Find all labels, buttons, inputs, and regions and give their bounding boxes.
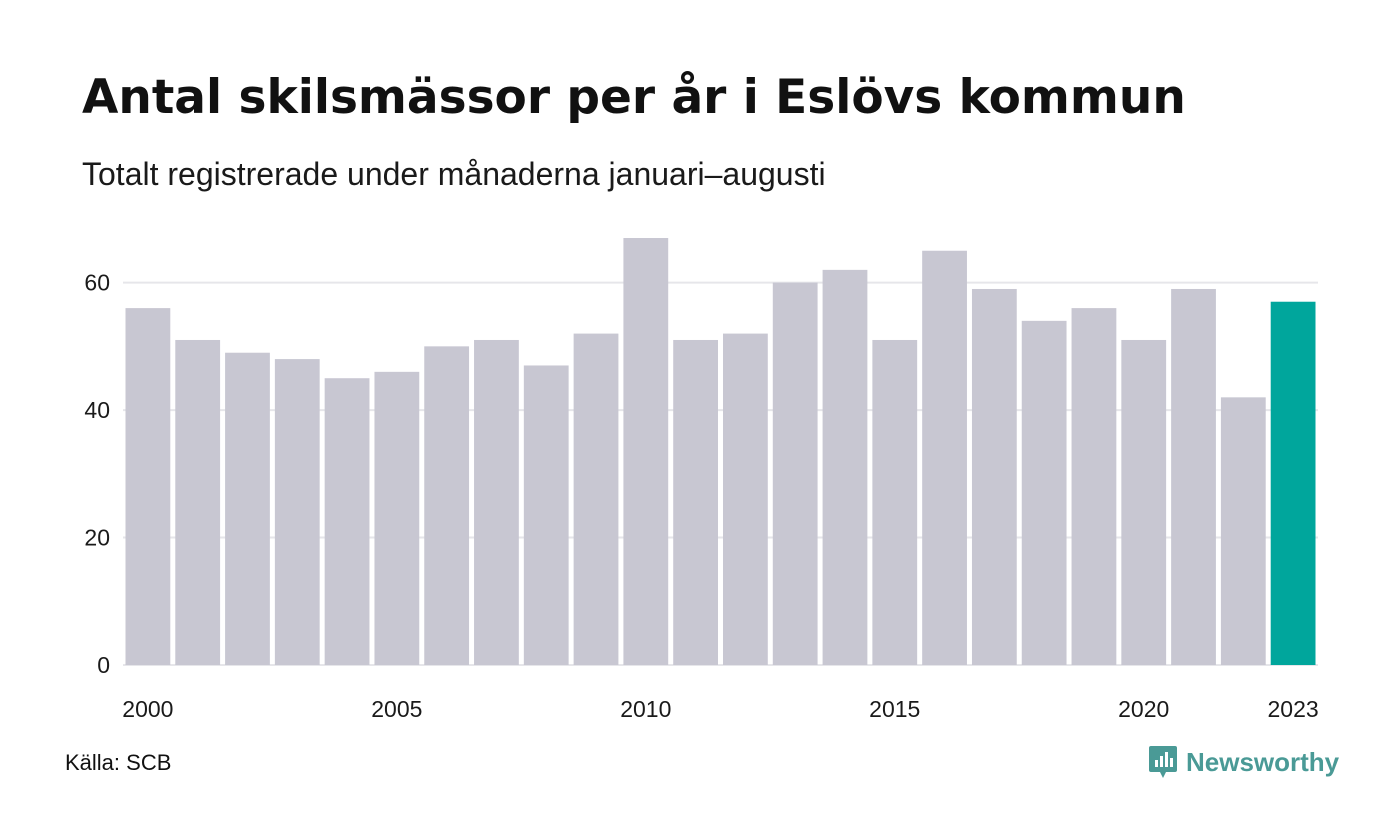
bar-2023 [1270,301,1316,665]
bar-2002 [225,352,270,665]
bar-2019 [1071,308,1117,665]
bar-2013 [772,282,818,665]
x-tick-label: 2005 [371,696,422,722]
source-note: Källa: SCB [65,750,172,775]
chart-subtitle: Totalt registrerade under månaderna janu… [82,156,826,192]
gridlines [123,281,1318,666]
bar-2021 [1171,288,1216,665]
x-tick-label: 2000 [122,696,173,722]
bar-2010 [623,238,669,665]
bar-2020 [1121,339,1167,665]
chart-title: Antal skilsmässor per år i Eslövs kommun [82,70,1186,125]
newsworthy-logo-text: Newsworthy [1186,746,1340,777]
bars [125,238,1316,665]
bar-2005 [374,371,420,665]
bar-2004 [324,378,370,665]
bar-2016 [922,250,967,665]
y-axis-ticks: 0 20 40 60 [84,270,110,678]
y-tick-label: 60 [84,270,110,296]
bar-2007 [474,339,519,665]
bar-2009 [573,333,619,665]
bar-2008 [523,365,569,665]
bar-2017 [971,288,1017,665]
newsworthy-logo-icon [1149,746,1177,778]
bar-2001 [175,339,221,665]
bar-2022 [1220,397,1266,665]
y-tick-label: 20 [84,525,110,551]
y-tick-label: 0 [97,652,110,678]
x-tick-label: 2010 [620,696,671,722]
bar-chart: 0 20 40 60 2000 2005 2010 2015 2020 2023 [84,238,1319,722]
bar-2014 [822,269,868,665]
bar-2000 [125,308,171,665]
bar-2015 [872,339,918,665]
x-axis-ticks: 2000 2005 2010 2015 2020 2023 [122,696,1318,722]
bar-2012 [723,333,768,665]
x-tick-label: 2023 [1268,696,1319,722]
y-tick-label: 40 [84,397,110,423]
x-tick-label: 2015 [869,696,920,722]
bar-2006 [424,346,470,665]
x-tick-label: 2020 [1118,696,1169,722]
bar-2003 [274,359,320,665]
newsworthy-logo: Newsworthy [1148,744,1339,780]
bar-2018 [1021,320,1067,665]
bar-2011 [673,339,718,665]
